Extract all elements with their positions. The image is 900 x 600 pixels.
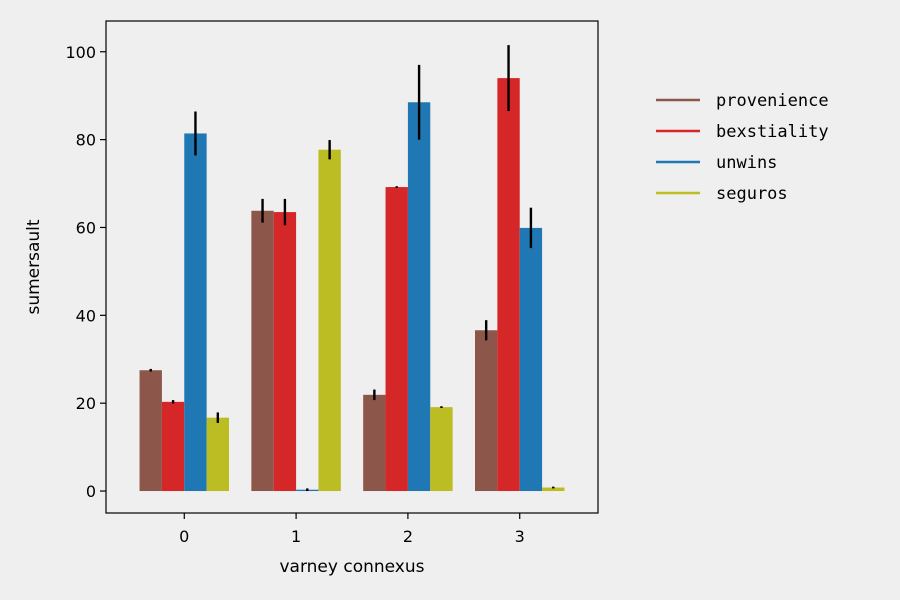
bar-bexstiality-1 (273, 212, 297, 492)
bar-unwins-0 (184, 133, 207, 492)
y-tick-label-40: 40 (76, 306, 96, 325)
y-tick-label-20: 20 (76, 394, 96, 413)
y-tick-label-60: 60 (76, 218, 96, 237)
legend-label-bexstiality: bexstiality (716, 122, 829, 142)
bars-layer (139, 78, 565, 492)
plot-frame (105, 20, 599, 514)
x-tick-label-2: 2 (403, 527, 413, 546)
legend-label-provenience: provenience (716, 91, 829, 111)
x-tick-label-3: 3 (515, 527, 525, 546)
bar-seguros-2 (430, 407, 453, 492)
legend-label-seguros: seguros (716, 184, 788, 204)
x-axis-label: varney connexus (279, 557, 424, 577)
bar-provenience-1 (251, 210, 274, 492)
bar-seguros-3 (542, 487, 565, 492)
bar-seguros-1 (318, 149, 341, 492)
y-tick-label-100: 100 (65, 43, 96, 62)
bar-seguros-0 (206, 417, 229, 492)
legend: provenience bexstiality unwins seguros (656, 91, 829, 204)
y-axis-label: sumersault (24, 219, 44, 314)
y-tick-label-0: 0 (86, 482, 96, 501)
bar-unwins-2 (407, 102, 431, 492)
y-tick-label-80: 80 (76, 131, 96, 150)
bar-bexstiality-0 (161, 401, 185, 492)
x-axis: 0 1 2 3 (179, 513, 525, 546)
bar-unwins-3 (519, 227, 543, 492)
bar-bexstiality-3 (497, 78, 520, 492)
x-tick-label-1: 1 (291, 527, 301, 546)
bar-provenience-3 (475, 330, 498, 492)
x-tick-label-0: 0 (179, 527, 189, 546)
bar-provenience-0 (139, 370, 162, 492)
bar-bexstiality-2 (385, 187, 408, 492)
bar-provenience-2 (363, 394, 386, 492)
legend-label-unwins: unwins (716, 153, 777, 173)
y-axis: 0 20 40 60 80 100 (65, 43, 106, 501)
error-bars-layer (149, 45, 555, 492)
